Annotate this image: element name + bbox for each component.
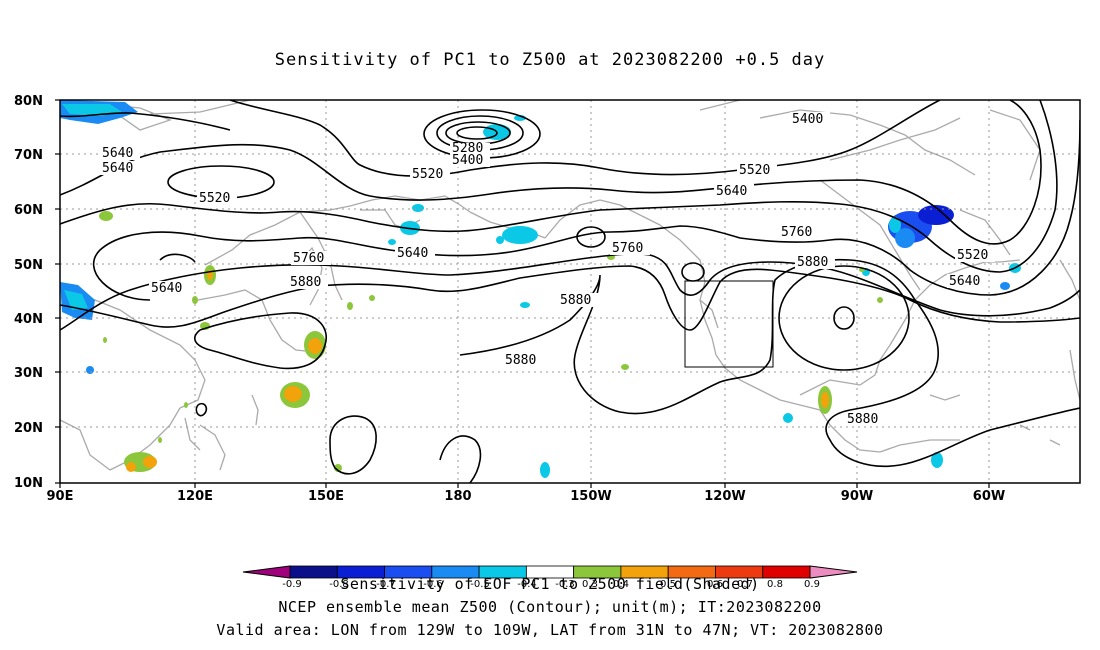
contour-label: 5400: [792, 112, 823, 127]
colorbar-tick: 0.8: [767, 579, 783, 590]
contour-label: 5520: [957, 248, 988, 263]
lat-label: 20N: [14, 421, 43, 436]
contour-label: 5760: [293, 251, 324, 266]
latitude-labels: 80N 70N 60N 50N 40N 30N 20N 10N: [14, 94, 43, 491]
colorbar-tick: 0.6: [707, 579, 723, 590]
contour-label: 5640: [102, 146, 133, 161]
lat-label: 30N: [14, 366, 43, 381]
contour-label: 5760: [781, 225, 812, 240]
sensitivity-shading: [60, 100, 1021, 478]
colorbar-tick: 0.4: [613, 579, 629, 590]
lat-label: 70N: [14, 148, 43, 163]
contour-label: 5640: [716, 184, 747, 199]
colorbar-tick: 0.9: [804, 579, 820, 590]
colorbar-segments: [289, 565, 811, 579]
colorbar-tick: -0.3: [555, 579, 575, 590]
contour-labels: 5640 5640 5520 5280 5400 5520 5400 5520 …: [102, 112, 989, 427]
lat-label: 60N: [14, 203, 43, 218]
coastlines: [60, 100, 1080, 471]
longitude-labels: 90E 120E 150E 180 150W 120W 90W 60W: [47, 489, 1006, 504]
colorbar: -0.9 -0.8 -0.7 -0.6 -0.5 -0.4 -0.3 0.3 0…: [242, 565, 858, 590]
colorbar-tick-labels: -0.9 -0.8 -0.7 -0.6 -0.5 -0.4 -0.3 0.3 0…: [282, 579, 820, 590]
contour-label: 5520: [199, 191, 230, 206]
colorbar-tick: -0.7: [376, 579, 396, 590]
colorbar-tick: -0.4: [517, 579, 537, 590]
lat-label: 80N: [14, 94, 43, 109]
colorbar-tick: 0.7: [737, 579, 753, 590]
contour-label: 5640: [151, 281, 182, 296]
colorbar-right-arrow: [809, 565, 858, 579]
contour-label: 5760: [612, 241, 643, 256]
contour-label: 5400: [452, 153, 483, 168]
valid-area-box: [684, 280, 774, 368]
lat-label: 40N: [14, 312, 43, 327]
axis-ticks: [55, 99, 990, 488]
contour-label: 5640: [397, 246, 428, 261]
lon-label: 150W: [570, 489, 611, 504]
colorbar-tick: 0.3: [582, 579, 598, 590]
contour-label: 5880: [505, 353, 536, 368]
caption-valid-area: Valid area: LON from 129W to 109W, LAT f…: [216, 621, 884, 639]
lon-label: 120W: [704, 489, 745, 504]
contour-label: 5640: [949, 274, 980, 289]
lat-label: 50N: [14, 258, 43, 273]
colorbar-tick: 0.5: [660, 579, 676, 590]
colorbar-tick: -0.9: [282, 579, 302, 590]
lon-label: 90E: [47, 489, 74, 504]
colorbar-tick: -0.8: [329, 579, 349, 590]
lon-label: 90W: [841, 489, 873, 504]
contour-label: 5880: [847, 412, 878, 427]
contour-label: 5520: [739, 163, 770, 178]
contour-label: 5280: [452, 141, 483, 156]
contour-label: 5880: [797, 255, 828, 270]
caption-shading: Sensitivity of EOF PC1 to Z500 field(Sha…: [340, 575, 760, 593]
colorbar-tick: -0.5: [470, 579, 490, 590]
lon-label: 120E: [177, 489, 213, 504]
z500-contours: [60, 100, 1080, 483]
contour-label: 5640: [102, 161, 133, 176]
graticule: [60, 100, 1080, 483]
map-title: Sensitivity of PC1 to Z500 at 2023082200…: [274, 50, 826, 70]
contour-label: 5880: [290, 275, 321, 290]
lon-label: 150E: [308, 489, 344, 504]
lon-label: 180: [444, 489, 471, 504]
lon-label: 60W: [973, 489, 1005, 504]
contour-label: 5520: [412, 167, 443, 182]
lat-label: 10N: [14, 476, 43, 491]
caption-contour: NCEP ensemble mean Z500 (Contour); unit(…: [278, 598, 822, 616]
contour-label: 5880: [560, 293, 591, 308]
colorbar-tick: -0.6: [423, 579, 443, 590]
map-frame: [59, 99, 1081, 484]
